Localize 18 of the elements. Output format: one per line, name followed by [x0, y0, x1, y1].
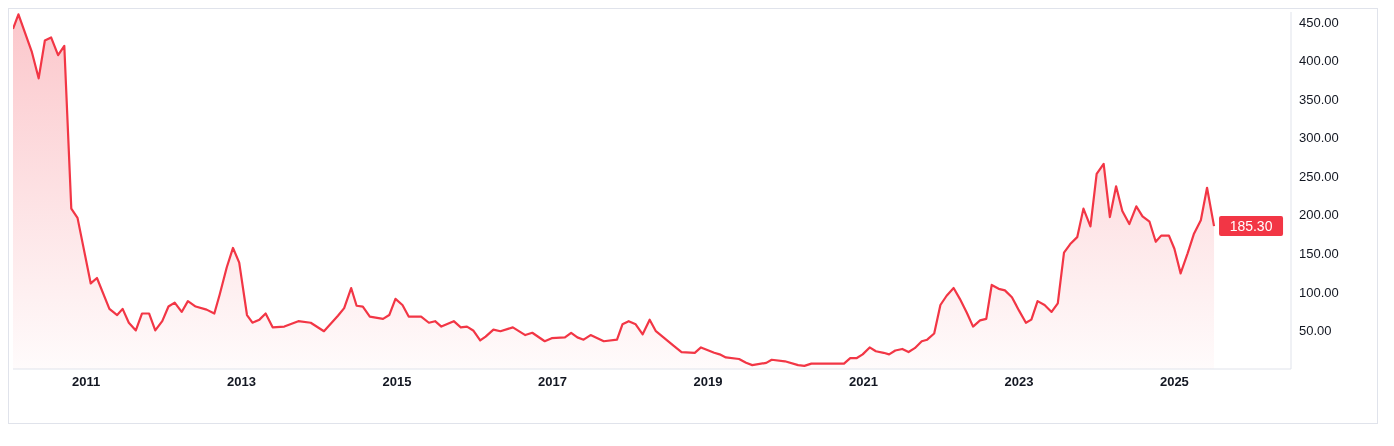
y-tick-label: 100.00: [1299, 284, 1339, 300]
x-tick-label: 2011: [71, 374, 101, 390]
x-tick-label: 2017: [538, 374, 567, 390]
x-tick-label: 2019: [693, 374, 723, 390]
x-tick-label: 2023: [1004, 374, 1034, 390]
y-tick-label: 400.00: [1299, 53, 1339, 69]
y-tick-label: 300.00: [1299, 130, 1339, 146]
annotation: 185.30: [1229, 218, 1273, 235]
y-tick-label: 150.00: [1299, 245, 1339, 261]
x-tick-label: 2015: [382, 374, 412, 390]
x-tick-label: 2025: [1159, 374, 1189, 390]
y-tick-label: 350.00: [1299, 91, 1339, 107]
y-tick-label: 250.00: [1299, 168, 1339, 184]
x-tick-label: 2021: [848, 374, 878, 390]
y-tick-label: 50.00: [1299, 323, 1332, 339]
x-tick-label: 2013: [227, 374, 257, 390]
y-tick-label: 200.00: [1299, 207, 1339, 223]
y-tick-label: 450.00: [1299, 14, 1339, 30]
